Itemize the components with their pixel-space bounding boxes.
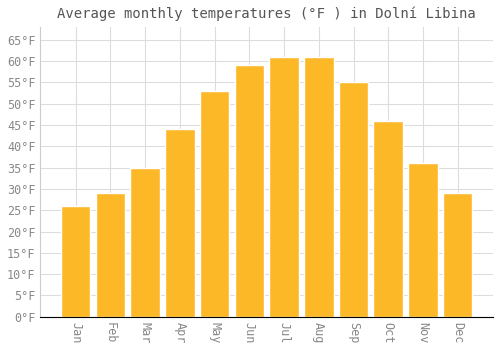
Bar bbox=[374, 121, 403, 317]
Bar bbox=[234, 65, 264, 317]
Bar bbox=[61, 206, 90, 317]
Bar bbox=[443, 193, 472, 317]
Bar bbox=[270, 57, 299, 317]
Bar bbox=[200, 91, 230, 317]
Bar bbox=[408, 163, 438, 317]
Bar bbox=[304, 57, 334, 317]
Title: Average monthly temperatures (°F ) in Dolní Libina: Average monthly temperatures (°F ) in Do… bbox=[58, 7, 476, 21]
Bar bbox=[130, 168, 160, 317]
Bar bbox=[339, 82, 368, 317]
Bar bbox=[165, 129, 194, 317]
Bar bbox=[96, 193, 125, 317]
